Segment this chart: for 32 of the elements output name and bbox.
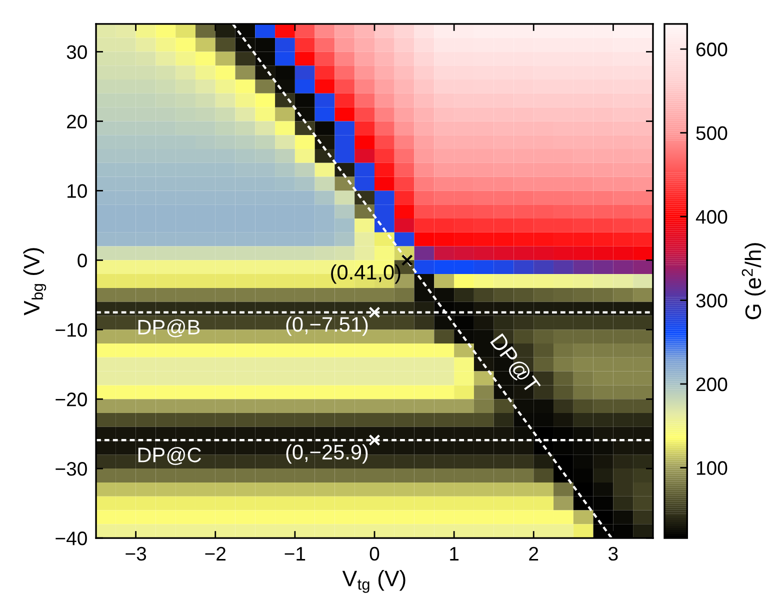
data-label: (0,−7.51) <box>286 316 368 336</box>
ref-line-label: DP@B <box>138 319 200 338</box>
x-tick-label: −2 <box>205 546 226 560</box>
y-tick-label: 20 <box>67 114 87 128</box>
y-tick-label: 0 <box>78 254 87 268</box>
x-axis-title: V$_{tg}$ (V) <box>342 570 406 593</box>
color-bar-title: G (e$^{2}$/h) <box>742 243 766 320</box>
color-bar-label: 600 <box>696 42 728 56</box>
y-axis-title: V$_{bg}$ (V) <box>23 248 46 316</box>
data-label: (0.41,0) <box>331 264 400 284</box>
x-tick-label: −3 <box>126 546 146 561</box>
x-tick-label: 0 <box>370 546 380 561</box>
color-bar-label: 500 <box>696 126 728 140</box>
y-tick-label: −40 <box>56 532 87 546</box>
y-tick-label: −30 <box>56 462 87 476</box>
point <box>368 306 380 318</box>
color-bar-label: 400 <box>696 210 728 224</box>
color-bar-label: 200 <box>696 377 728 392</box>
point <box>368 434 380 446</box>
x-tick-label: −1 <box>284 547 306 560</box>
x-tick-label: 2 <box>529 546 538 560</box>
data-label: (0,−25.9) <box>286 444 368 464</box>
y-tick-label: 30 <box>66 45 87 59</box>
y-tick-label: 10 <box>68 184 87 198</box>
color-bar-label: 300 <box>696 294 728 308</box>
color-bar-label: 100 <box>696 461 728 475</box>
x-tick-label: 3 <box>608 546 618 561</box>
point <box>401 254 413 266</box>
y-tick-label: −20 <box>56 392 87 406</box>
x-tick-label: 1 <box>450 547 459 560</box>
ref-line-label: DP@C <box>138 447 202 465</box>
y-tick-label: −10 <box>56 323 87 337</box>
